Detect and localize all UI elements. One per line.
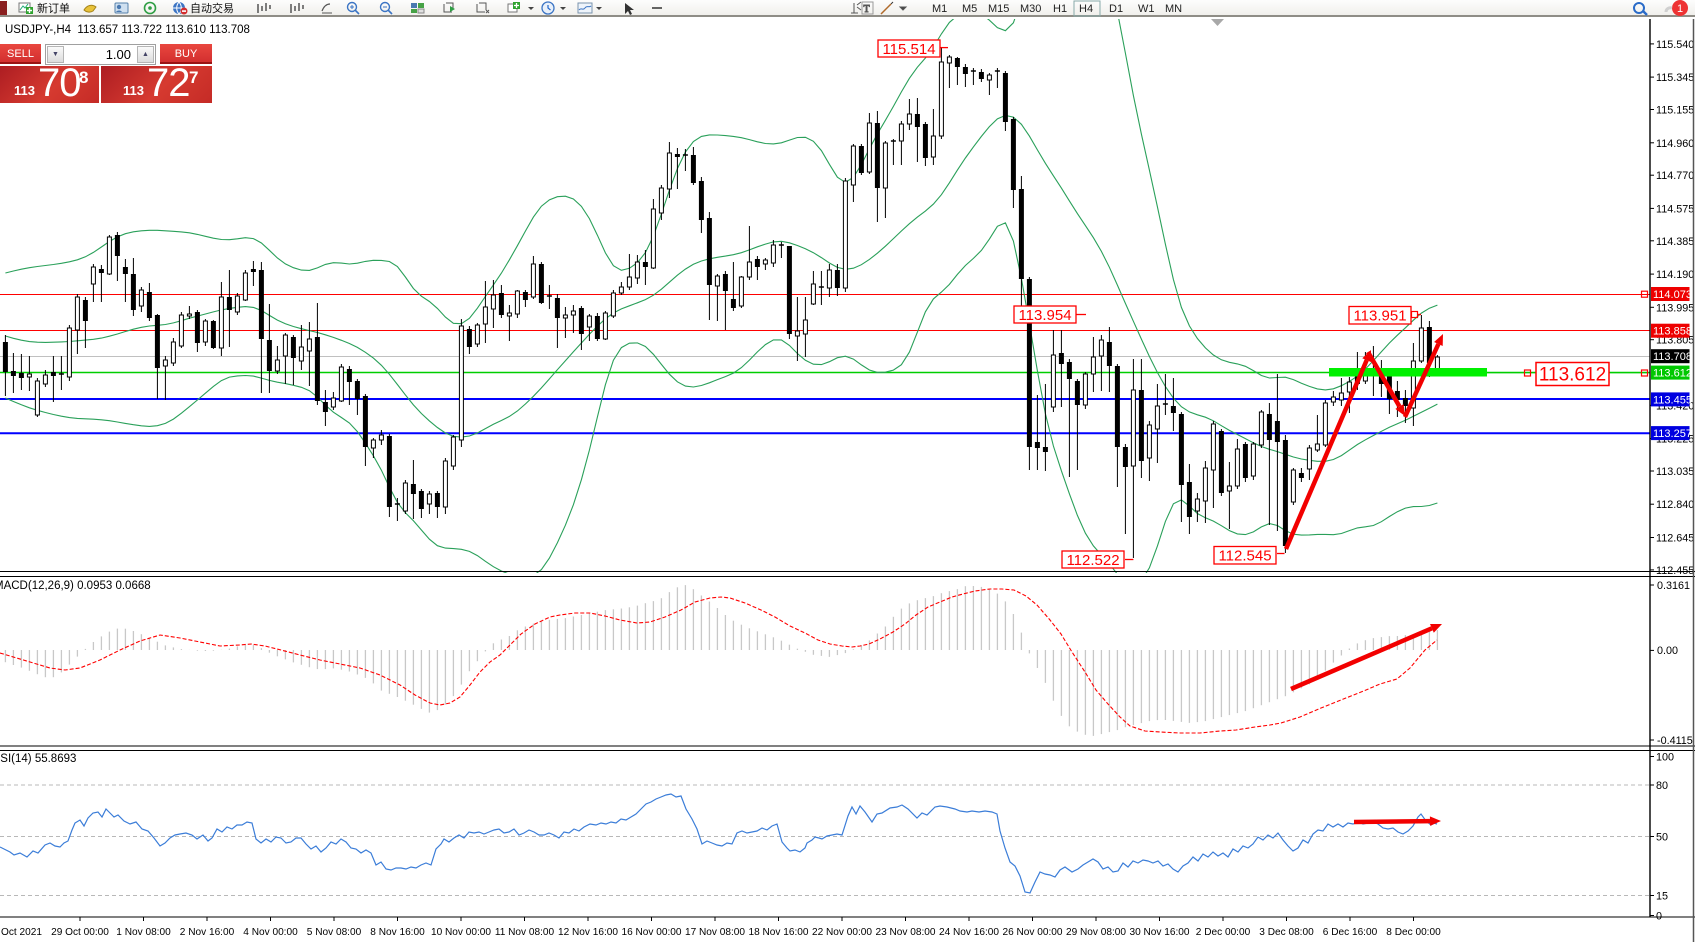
svg-text:1 Nov 08:00: 1 Nov 08:00	[116, 927, 171, 938]
svg-text:113.035: 113.035	[1656, 466, 1694, 478]
svg-text:113.995: 113.995	[1656, 302, 1694, 314]
svg-text:113.858: 113.858	[1653, 326, 1692, 338]
svg-text:114.385: 114.385	[1656, 236, 1694, 248]
svg-text:H4: H4	[1079, 3, 1093, 15]
svg-text:M1: M1	[932, 3, 947, 15]
svg-text:2 Dec 00:00: 2 Dec 00:00	[1196, 927, 1251, 938]
svg-text:Oct 2021: Oct 2021	[1, 927, 42, 938]
svg-text:112.522: 112.522	[1066, 552, 1119, 569]
svg-text:80: 80	[1656, 780, 1668, 792]
svg-text:新订单: 新订单	[37, 1, 70, 15]
svg-text:112.545: 112.545	[1218, 548, 1271, 565]
svg-text:1: 1	[1677, 3, 1683, 15]
svg-text:-0.4115: -0.4115	[1657, 735, 1693, 747]
svg-text:11 Nov 08:00: 11 Nov 08:00	[495, 927, 555, 938]
svg-text:30 Nov 16:00: 30 Nov 16:00	[1129, 927, 1189, 938]
svg-text:M5: M5	[962, 3, 977, 15]
svg-text:115.155: 115.155	[1656, 105, 1694, 117]
svg-text:113.954: 113.954	[1018, 307, 1071, 324]
svg-text:29 Nov 08:00: 29 Nov 08:00	[1066, 927, 1126, 938]
svg-text:MN: MN	[1165, 3, 1182, 15]
svg-text:T: T	[864, 4, 870, 15]
svg-text:MACD(12,26,9) 0.0953 0.0668: MACD(12,26,9) 0.0953 0.0668	[0, 580, 151, 592]
svg-text:M30: M30	[1020, 3, 1041, 15]
svg-text:18 Nov 16:00: 18 Nov 16:00	[748, 927, 808, 938]
svg-text:M15: M15	[988, 3, 1009, 15]
svg-text:23 Nov 08:00: 23 Nov 08:00	[875, 927, 935, 938]
svg-text:2 Nov 16:00: 2 Nov 16:00	[180, 927, 235, 938]
svg-text:26 Nov 00:00: 26 Nov 00:00	[1002, 927, 1062, 938]
svg-text:5 Nov 08:00: 5 Nov 08:00	[307, 927, 362, 938]
svg-text:100: 100	[1656, 752, 1674, 764]
svg-text:17 Nov 08:00: 17 Nov 08:00	[685, 927, 745, 938]
svg-text:115.345: 115.345	[1656, 72, 1694, 84]
svg-text:10 Nov 00:00: 10 Nov 00:00	[431, 927, 491, 938]
svg-text:0.00: 0.00	[1657, 645, 1678, 657]
svg-text:114.960: 114.960	[1656, 138, 1694, 150]
svg-text:24 Nov 16:00: 24 Nov 16:00	[939, 927, 999, 938]
svg-text:12 Nov 16:00: 12 Nov 16:00	[558, 927, 618, 938]
svg-text:113.612: 113.612	[1539, 365, 1606, 386]
svg-text:16 Nov 00:00: 16 Nov 00:00	[621, 927, 681, 938]
svg-text:114.575: 114.575	[1656, 203, 1694, 215]
svg-text:115.514: 115.514	[882, 41, 935, 58]
svg-text:113.612: 113.612	[1653, 368, 1692, 380]
svg-text:112.840: 112.840	[1656, 499, 1694, 511]
svg-text:RSI(14) 55.8693: RSI(14) 55.8693	[0, 753, 76, 765]
svg-text:114.073: 114.073	[1653, 289, 1692, 301]
svg-text:D1: D1	[1109, 3, 1123, 15]
svg-text:自动交易: 自动交易	[190, 1, 234, 15]
svg-text:113.257: 113.257	[1653, 428, 1692, 440]
svg-text:114.190: 114.190	[1656, 269, 1694, 281]
svg-text:15: 15	[1656, 891, 1668, 903]
svg-text:3 Dec 08:00: 3 Dec 08:00	[1259, 927, 1314, 938]
svg-text:8 Nov 16:00: 8 Nov 16:00	[370, 927, 425, 938]
svg-text:113.708: 113.708	[1653, 351, 1692, 363]
svg-text:4 Nov 00:00: 4 Nov 00:00	[243, 927, 298, 938]
svg-text:112.645: 112.645	[1656, 533, 1694, 545]
svg-text:112.455: 112.455	[1656, 565, 1694, 577]
svg-text:113.455: 113.455	[1653, 394, 1692, 406]
svg-text:0.3161: 0.3161	[1657, 580, 1690, 592]
svg-text:29 Oct 00:00: 29 Oct 00:00	[51, 927, 109, 938]
svg-text:115.540: 115.540	[1656, 39, 1694, 51]
svg-text:50: 50	[1656, 832, 1668, 844]
svg-text:0: 0	[1656, 911, 1662, 923]
svg-text:6 Dec 16:00: 6 Dec 16:00	[1323, 927, 1378, 938]
svg-text:W1: W1	[1138, 3, 1155, 15]
svg-text:22 Nov 00:00: 22 Nov 00:00	[812, 927, 872, 938]
svg-text:8 Dec 00:00: 8 Dec 00:00	[1386, 927, 1441, 938]
svg-text:113.951: 113.951	[1353, 308, 1406, 325]
svg-text:H1: H1	[1053, 3, 1067, 15]
svg-text:114.770: 114.770	[1656, 170, 1694, 182]
